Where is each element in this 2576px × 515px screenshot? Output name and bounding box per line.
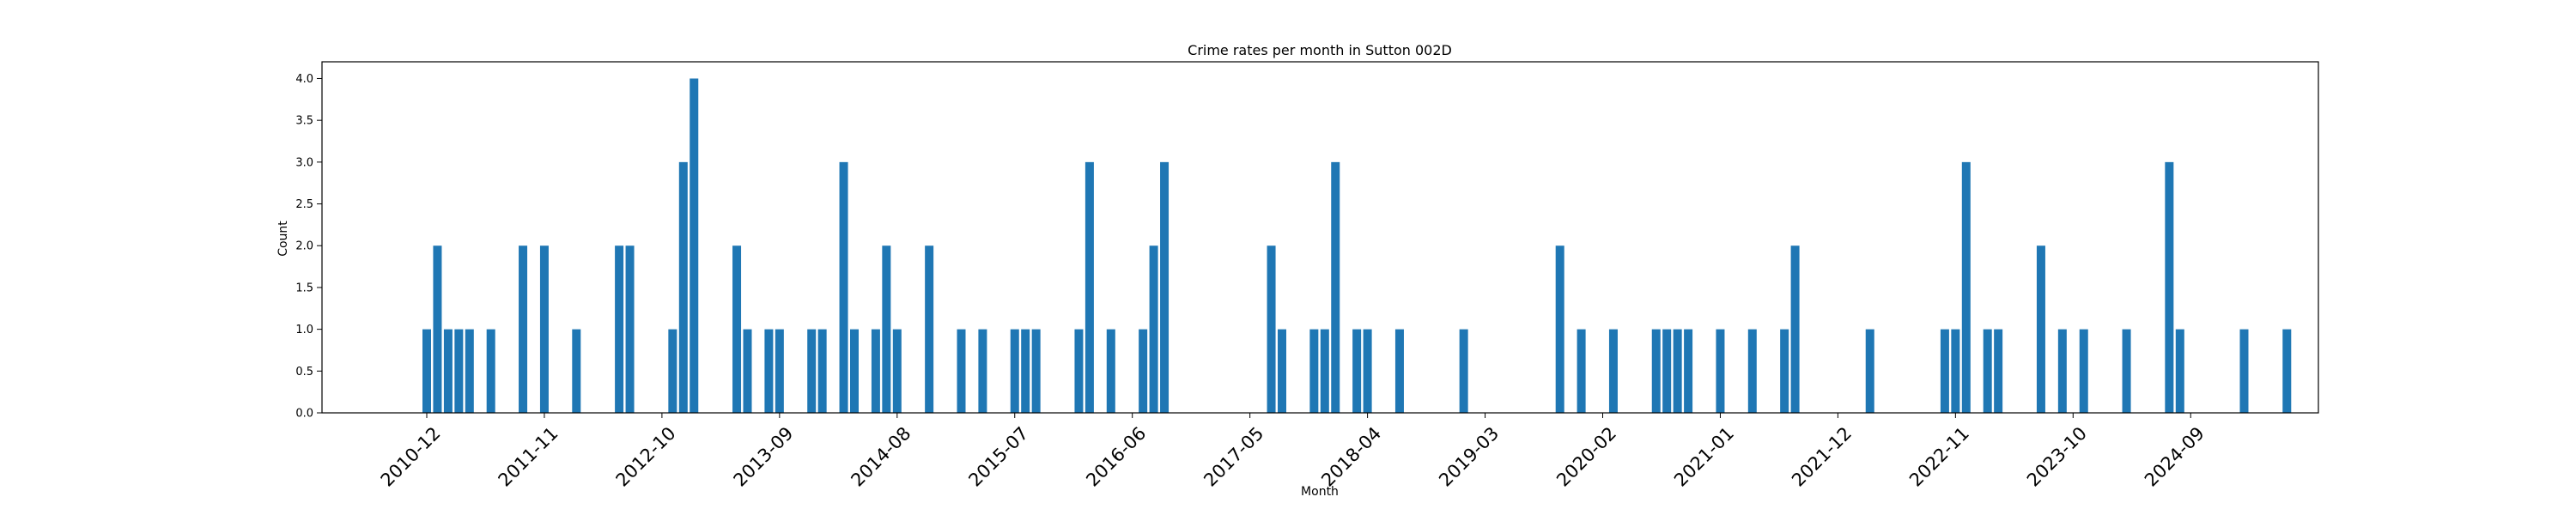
bar: [1577, 329, 1586, 413]
bar: [443, 329, 453, 413]
bar: [539, 245, 549, 413]
bar: [2122, 329, 2131, 413]
bar: [1084, 161, 1094, 413]
plot-frame: [321, 61, 2319, 414]
bar: [1139, 329, 1148, 413]
bar: [839, 161, 848, 413]
bar: [690, 78, 699, 413]
y-tick-label: 3.5: [295, 115, 313, 128]
y-axis-label: Count: [276, 221, 290, 257]
bar: [1684, 329, 1693, 413]
bar: [817, 329, 827, 413]
bar: [764, 329, 774, 413]
bar: [1780, 329, 1789, 413]
bar: [615, 245, 624, 413]
bar: [1309, 329, 1319, 413]
bar: [678, 161, 688, 413]
bar: [1790, 245, 1800, 413]
bar: [882, 245, 891, 413]
bar: [454, 329, 464, 413]
bar: [1951, 329, 1960, 413]
bar: [1555, 245, 1564, 413]
bar: [1160, 161, 1170, 413]
bar: [422, 329, 431, 413]
bar: [978, 329, 987, 413]
y-tick-label: 1.0: [295, 324, 313, 336]
bar: [892, 329, 902, 413]
bars-group: [422, 78, 2292, 413]
bar: [433, 245, 442, 413]
bar: [486, 329, 495, 413]
bar: [775, 329, 784, 413]
y-tick-label: 2.0: [295, 240, 313, 253]
chart-title: Crime rates per month in Sutton 002D: [1188, 42, 1452, 58]
bar: [1716, 329, 1725, 413]
bar: [1983, 329, 1992, 413]
bar: [519, 245, 528, 413]
bar: [1651, 329, 1661, 413]
bar: [2057, 329, 2067, 413]
bar: [2079, 329, 2088, 413]
bar: [1673, 329, 1682, 413]
bar: [1031, 329, 1041, 413]
bar: [465, 329, 474, 413]
bar: [732, 245, 742, 413]
bar: [957, 329, 966, 413]
bar: [807, 329, 817, 413]
bar: [1608, 329, 1618, 413]
bar: [1994, 329, 2003, 413]
bar: [1010, 329, 1019, 413]
bar: [668, 329, 677, 413]
bar: [1352, 329, 1362, 413]
bar: [572, 329, 581, 413]
bar: [1074, 329, 1084, 413]
bar: [1363, 329, 1372, 413]
y-tick-label: 3.0: [295, 156, 313, 169]
bar: [625, 245, 635, 413]
y-axis: 0.0 0.5 1.0 1.5 2.0 2.5 3.0 3.5 4.0: [295, 73, 322, 421]
y-tick-label: 0.5: [295, 366, 313, 379]
bar: [925, 245, 934, 413]
bar: [871, 329, 880, 413]
bar: [1021, 329, 1030, 413]
bar: [743, 329, 752, 413]
bar: [1961, 161, 1971, 413]
bar: [1459, 329, 1468, 413]
bar: [1331, 161, 1340, 413]
bar: [1320, 329, 1329, 413]
bar: [850, 329, 859, 413]
bar: [1106, 329, 1115, 413]
bar: [2175, 329, 2184, 413]
bar: [1940, 329, 1949, 413]
bar: [2036, 245, 2045, 413]
y-tick-label: 2.5: [295, 198, 313, 211]
bar: [1267, 245, 1276, 413]
y-tick-label: 4.0: [295, 73, 313, 86]
bar: [2282, 329, 2292, 413]
bar: [1865, 329, 1874, 413]
y-tick-label: 1.5: [295, 282, 313, 294]
bar: [2165, 161, 2174, 413]
bar: [1747, 329, 1757, 413]
bar: [1394, 329, 1404, 413]
y-tick-label: 0.0: [295, 408, 313, 421]
x-axis-label: Month: [1301, 485, 1339, 499]
bar: [1149, 245, 1158, 413]
bar: [2239, 329, 2249, 413]
bar: [1278, 329, 1286, 413]
bar: [1662, 329, 1672, 413]
